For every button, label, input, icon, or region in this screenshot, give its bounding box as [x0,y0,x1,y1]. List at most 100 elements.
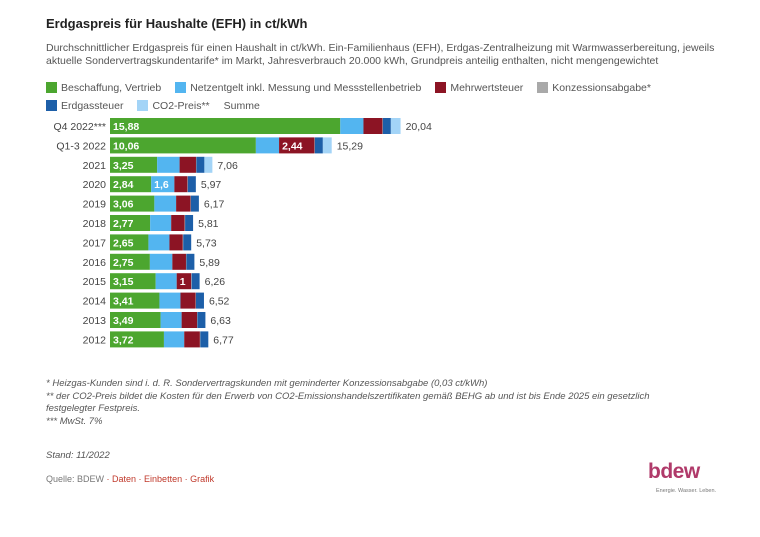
stand-date: Stand: 11/2022 [46,450,110,461]
bar-segment [179,156,196,173]
bar-segment [190,195,199,212]
data-label: 1,6 [154,179,169,191]
bar-segment [176,273,192,290]
bar-segment [159,292,181,309]
bar-segment [200,331,209,348]
category-label: 2015 [83,276,107,288]
bar-segment [340,118,364,134]
legend-label: Netzentgelt inkl. Messung und Messstelle… [190,81,422,94]
legend-swatch [537,82,549,93]
category-label: 2013 [83,315,107,327]
footnote: *** MwSt. 7% [46,415,103,427]
category-label: 2017 [83,237,107,249]
total-label: 20,04 [406,121,432,133]
legend-label: Beschaffung, Vertrieb [61,81,162,94]
bar-segment [151,176,175,193]
category-label: Q1-3 2022 [56,140,106,152]
total-label: 15,29 [337,140,363,152]
footnote: * Heizgas-Kunden sind i. d. R. Sonderver… [46,378,488,389]
total-label: 7,06 [217,160,238,172]
bar-segment [110,118,341,134]
total-label: 5,81 [198,218,219,230]
bar-segment [195,292,204,309]
data-label: 3,06 [113,199,134,211]
bar-segment [149,253,173,270]
legend-swatch [46,82,57,93]
legend-item[interactable]: Konzessionsabgabe* [537,82,651,94]
chart-title: Erdgaspreis für Haushalte (EFH) in ct/kW… [46,16,308,31]
legend-label: Mehrwertsteuer [450,81,524,94]
data-link[interactable]: · Daten [104,474,137,484]
data-label: 3,15 [113,276,134,288]
total-label: 6,63 [210,315,231,327]
bar-segment [185,215,194,231]
category-label: 2012 [83,334,107,346]
bar-segment [183,234,192,251]
bar-segment [186,253,195,270]
legend-label: Konzessionsabgabe* [552,81,651,94]
bar-segment [191,273,200,290]
legend: Beschaffung, Vertrieb Netzentgelt inkl. … [46,80,726,116]
legend-label: Summe [223,99,260,112]
category-label: 2018 [83,218,107,230]
category-label: 2020 [83,179,107,191]
legend-item[interactable]: Mehrwertsteuer [435,82,523,94]
legend-item[interactable]: Netzentgelt inkl. Messung und Messstelle… [175,82,421,94]
bar-segment [382,118,391,134]
bar-segment [155,273,177,290]
bar-segment [110,292,160,309]
category-label: Q4 2022*** [53,121,106,133]
source-line: Quelle: BDEW · Daten · Einbetten · Grafi… [46,474,214,484]
bar-segment [157,156,180,173]
legend-item[interactable]: CO2-Preis** [137,99,210,112]
data-label: 2,44 [282,140,303,152]
legend-swatch [46,100,57,111]
total-label: 6,77 [213,334,234,346]
bar-segment [110,312,161,328]
data-label: 2,65 [113,237,134,249]
legend-swatch [435,82,447,93]
total-label: 6,52 [209,296,230,308]
data-label: 15,88 [113,121,139,133]
bar-segment [110,156,158,173]
bar-segment [197,312,206,328]
logo-tagline: Energie. Wasser. Leben. [656,488,717,494]
bar-segment [174,176,188,193]
graphic-link[interactable]: · Grafik [182,474,215,484]
category-label: 2021 [83,160,107,172]
legend-swatch [175,82,187,93]
total-label: 5,73 [196,237,217,249]
bar-segment [180,292,196,309]
data-label: 10,06 [113,140,139,152]
bar-segment [150,215,172,231]
legend-row: Erdgassteuer CO2-Preis** Summe [46,98,726,113]
bar-segment [160,312,182,328]
data-label: 2,75 [113,257,134,269]
bar-segment [110,331,164,348]
data-label: 2,84 [113,179,134,191]
legend-label: CO2-Preis** [152,99,210,112]
bar-segment [363,118,383,134]
bar-segment [176,195,191,212]
stacked-bar-chart: Q4 2022*** 15,88 20,04 Q1-3 2022 10,06 2,44 15… [53,118,432,348]
footnotes: * Heizgas-Kunden sind i. d. R. Sonderver… [46,378,726,428]
legend-row: Beschaffung, Vertrieb Netzentgelt inkl. … [46,80,726,95]
bdew-logo: bdew [648,460,700,483]
total-label: 6,17 [204,199,225,211]
bar-segment [110,234,149,251]
bar-segment [204,156,213,173]
bar-segment [110,137,256,154]
bar-segment [148,234,170,251]
legend-item[interactable]: Summe [224,100,260,112]
embed-link[interactable]: · Einbetten [136,474,183,484]
data-label: 3,49 [113,315,134,327]
bar-segment [172,253,186,270]
legend-item[interactable]: Beschaffung, Vertrieb [46,82,161,94]
data-label: 3,41 [113,296,134,308]
bar-segment [390,118,401,134]
total-label: 6,26 [205,276,226,288]
bar-segment [184,331,200,348]
total-label: 5,97 [201,179,222,191]
data-label: 2,77 [113,218,134,230]
legend-item[interactable]: Erdgassteuer [46,100,123,112]
